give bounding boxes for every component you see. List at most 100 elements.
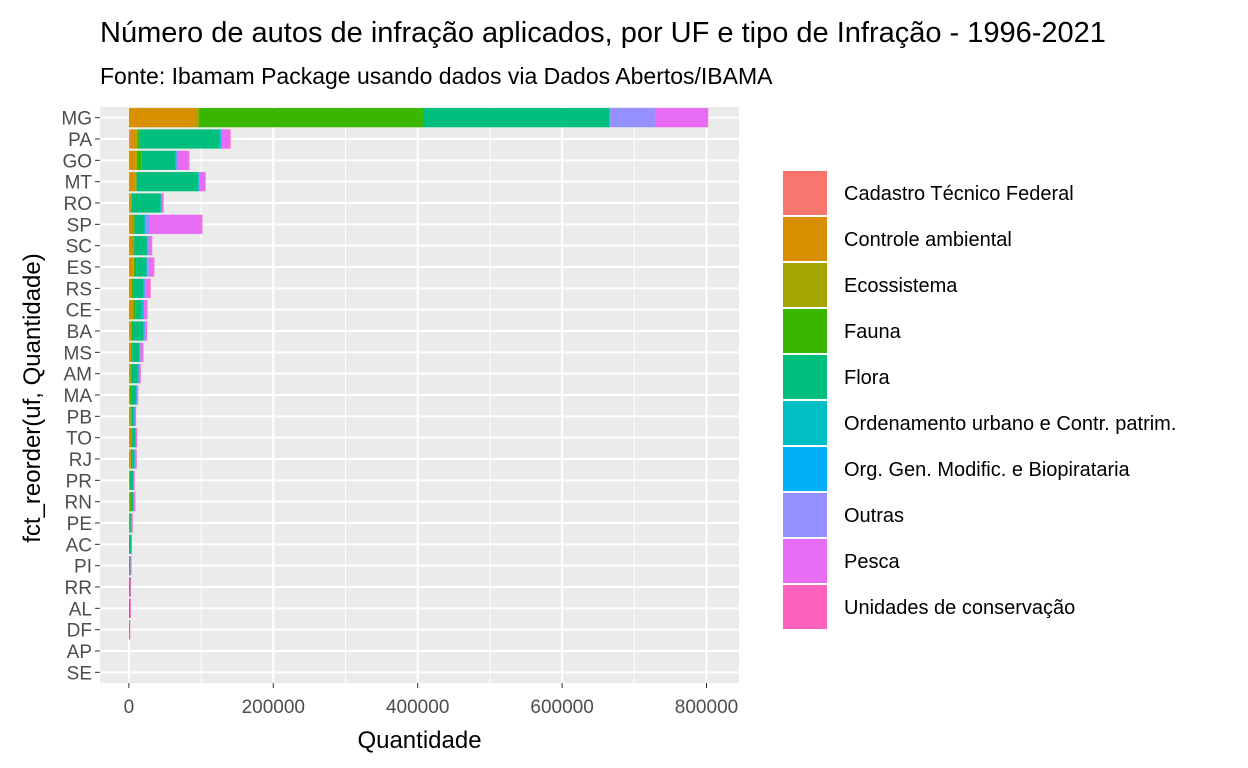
bar-segment	[134, 492, 136, 512]
y-tick-label: AM	[64, 365, 93, 386]
bar-segment	[130, 364, 131, 384]
bar-segment	[135, 150, 137, 170]
legend-label: Cadastro Técnico Federal	[844, 183, 1074, 205]
bar-segment	[129, 470, 131, 490]
bar-segment	[133, 236, 135, 256]
bar-segment	[131, 193, 132, 213]
bar-segment	[130, 577, 132, 597]
bar-segment	[130, 385, 132, 405]
bar-segment	[134, 406, 136, 426]
bar-segment	[198, 172, 201, 192]
y-tick-label: RJ	[69, 450, 92, 471]
bar-segment	[133, 492, 134, 512]
bar-segment	[610, 108, 655, 128]
bar-segment	[135, 428, 136, 448]
bar-segment	[133, 470, 135, 490]
bar-segment	[136, 150, 142, 170]
bar-segment	[144, 321, 145, 341]
bar-segment	[129, 513, 130, 533]
bar-segment	[130, 492, 132, 512]
y-tick-label: AP	[67, 642, 92, 663]
bar-segment	[131, 534, 132, 554]
y-tick-label: RN	[65, 493, 92, 514]
bar-segment	[136, 129, 138, 149]
bar-segment	[609, 108, 610, 128]
legend-label: Pesca	[844, 551, 900, 573]
chart-subtitle: Fonte: Ibamam Package usando dados via D…	[100, 63, 773, 89]
bar-segment	[128, 257, 134, 277]
bar-segment	[654, 108, 708, 128]
bar-segment	[133, 214, 135, 234]
bar-segment	[145, 214, 146, 234]
y-axis: MGPAGOMTROSPSCESRSCEBAMSAMMAPBTORJPRRNPE…	[61, 109, 100, 684]
bar-segment	[137, 385, 139, 405]
bar-segment	[144, 214, 146, 234]
bar-segment	[128, 172, 136, 192]
y-tick-label: SE	[67, 663, 92, 684]
y-tick-label: ES	[67, 258, 92, 279]
bar-segment	[146, 321, 148, 341]
bar-segment	[128, 300, 133, 320]
bar-segment	[131, 278, 134, 298]
bar-segment	[139, 342, 140, 362]
y-tick-label: BA	[67, 322, 93, 343]
bar-segment	[139, 342, 141, 362]
bar-segment	[133, 300, 136, 320]
bar-segment	[175, 150, 177, 170]
y-tick-label: PE	[67, 514, 92, 535]
legend-key	[783, 355, 827, 399]
bar-segment	[128, 108, 197, 128]
bar-segment	[131, 406, 134, 426]
bar-segment	[142, 300, 144, 320]
bar-segment	[142, 342, 144, 362]
y-tick-label: RR	[65, 578, 92, 599]
bar-segment	[130, 513, 132, 533]
bar-segment	[219, 129, 221, 149]
bar-segment	[130, 470, 133, 490]
bar-segment	[131, 342, 132, 362]
bar-segment	[198, 172, 200, 192]
y-tick-label: MG	[61, 109, 92, 130]
x-axis: 0 200000 400000 600000 800000	[124, 683, 738, 718]
bar-segment	[143, 278, 145, 298]
bar-segment	[135, 300, 142, 320]
x-tick-label: 800000	[675, 697, 738, 718]
bar-segment	[220, 129, 223, 149]
legend-label: Unidades de conservação	[844, 597, 1075, 619]
y-tick-label: SC	[66, 237, 92, 258]
bar-segment	[135, 428, 137, 448]
bar-segment	[130, 129, 137, 149]
bar-segment	[128, 129, 131, 149]
bar-segment	[135, 172, 137, 192]
y-tick-label: PA	[68, 130, 92, 151]
bar-segment	[423, 108, 610, 128]
bar-segment	[144, 278, 145, 298]
legend-label: Ecossistema	[844, 275, 958, 297]
bar-segment	[143, 321, 145, 341]
bar-segment	[131, 193, 161, 213]
bar-segment	[130, 321, 132, 341]
bar-segment	[130, 556, 132, 576]
y-tick-label: MA	[64, 386, 93, 407]
bar-segment	[609, 108, 611, 128]
bars	[128, 108, 709, 640]
bar-segment	[198, 172, 199, 192]
legend-key	[783, 585, 827, 629]
legend-label: Flora	[844, 367, 890, 389]
bar-segment	[135, 449, 137, 469]
bar-segment	[131, 321, 133, 341]
bar-segment	[131, 492, 134, 512]
bar-segment	[131, 449, 133, 469]
bar-segment	[134, 406, 136, 426]
bar-segment	[136, 385, 138, 405]
bar-segment	[130, 406, 131, 426]
bar-segment	[128, 492, 130, 512]
legend-key	[783, 171, 827, 215]
bar-segment	[200, 172, 206, 192]
y-tick-label: MT	[65, 173, 93, 194]
y-tick-label: TO	[66, 429, 92, 450]
bar-segment	[140, 364, 141, 384]
bar-segment	[131, 428, 132, 448]
bar-segment	[132, 236, 134, 256]
bar-segment	[136, 172, 199, 192]
